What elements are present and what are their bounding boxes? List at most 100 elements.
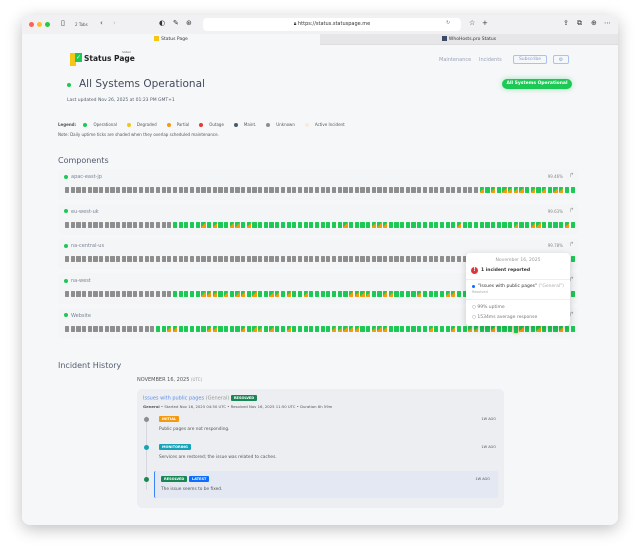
uptime-tick-partial[interactable] xyxy=(377,325,382,332)
uptime-tick-unknown[interactable] xyxy=(434,187,439,193)
uptime-tick-operational[interactable] xyxy=(286,221,291,228)
uptime-tick-unknown[interactable] xyxy=(70,325,75,332)
reload-icon[interactable]: ↻ xyxy=(446,20,451,26)
uptime-tick-partial[interactable] xyxy=(371,221,376,228)
uptime-tick-operational[interactable] xyxy=(496,187,501,193)
uptime-tick-unknown[interactable] xyxy=(110,325,115,332)
uptime-tick-unknown[interactable] xyxy=(337,256,342,263)
uptime-tick-partial[interactable] xyxy=(536,325,541,332)
uptime-tick-unknown[interactable] xyxy=(349,256,354,263)
uptime-tick-unknown[interactable] xyxy=(87,256,92,263)
uptime-tick-partial[interactable] xyxy=(451,325,456,332)
uptime-tick-unknown[interactable] xyxy=(138,291,144,298)
shield-icon[interactable]: ◐ xyxy=(159,19,166,27)
uptime-tick-unknown[interactable] xyxy=(99,291,104,298)
uptime-tick-unknown[interactable] xyxy=(138,325,144,332)
uptime-tick-partial[interactable] xyxy=(241,325,246,332)
uptime-tick-partial[interactable] xyxy=(468,325,473,332)
uptime-tick-unknown[interactable] xyxy=(127,325,132,332)
uptime-tick-operational[interactable] xyxy=(280,221,286,228)
uptime-tick-unknown[interactable] xyxy=(189,256,195,263)
uptime-tick-unknown[interactable] xyxy=(87,325,92,332)
uptime-tick-operational[interactable] xyxy=(400,291,405,298)
maximize-window-button[interactable] xyxy=(45,22,50,27)
subscribe-button[interactable]: Subscribe xyxy=(513,55,547,64)
uptime-tick-operational[interactable] xyxy=(479,325,484,332)
uptime-tick-unknown[interactable] xyxy=(456,256,462,263)
uptime-tick-partial[interactable] xyxy=(491,325,496,332)
uptime-tick-operational[interactable] xyxy=(309,221,314,228)
uptime-tick-operational[interactable] xyxy=(445,221,450,228)
uptime-tick-partial[interactable] xyxy=(172,325,178,332)
uptime-tick-operational[interactable] xyxy=(218,291,223,298)
uptime-tick-unknown[interactable] xyxy=(167,291,172,298)
uptime-tick-unknown[interactable] xyxy=(104,221,109,228)
uptime-tick-unknown[interactable] xyxy=(127,187,132,193)
uptime-tick-partial[interactable] xyxy=(479,187,484,193)
uptime-tick-unknown[interactable] xyxy=(110,187,115,193)
uptime-tick-operational[interactable] xyxy=(360,325,365,332)
uptime-tick-unknown[interactable] xyxy=(451,187,456,193)
uptime-tick-operational[interactable] xyxy=(479,221,484,228)
uptime-tick-unknown[interactable] xyxy=(252,256,257,263)
uptime-tick-unknown[interactable] xyxy=(292,187,297,193)
uptime-tick-unknown[interactable] xyxy=(127,256,132,263)
nav-maintenance[interactable]: Maintenance xyxy=(439,57,472,63)
uptime-tick-operational[interactable] xyxy=(473,221,479,228)
uptime-tick-operational[interactable] xyxy=(326,325,331,332)
uptime-tick-unknown[interactable] xyxy=(65,221,70,228)
uptime-tick-unknown[interactable] xyxy=(224,256,229,263)
uptime-tick-unknown[interactable] xyxy=(212,187,217,193)
uptime-tick-unknown[interactable] xyxy=(184,256,189,263)
uptime-tick-unknown[interactable] xyxy=(201,187,206,193)
uptime-tick-unknown[interactable] xyxy=(99,256,104,263)
uptime-tick-unknown[interactable] xyxy=(473,187,479,193)
uptime-tick-unknown[interactable] xyxy=(144,256,149,263)
uptime-tick-partial[interactable] xyxy=(513,187,518,193)
uptime-tick-operational[interactable] xyxy=(439,291,445,298)
uptime-tick-operational[interactable] xyxy=(553,221,558,228)
uptime-tick-unknown[interactable] xyxy=(150,256,155,263)
uptime-tick-unknown[interactable] xyxy=(241,187,246,193)
uptime-tick-unknown[interactable] xyxy=(133,187,138,193)
uptime-tick-operational[interactable] xyxy=(309,291,314,298)
uptime-tick-unknown[interactable] xyxy=(178,187,183,193)
uptime-tick-partial[interactable] xyxy=(354,325,359,332)
uptime-tick-unknown[interactable] xyxy=(82,325,87,332)
uptime-tick-operational[interactable] xyxy=(218,325,223,332)
uptime-tick-unknown[interactable] xyxy=(99,221,104,228)
uptime-tick-partial[interactable] xyxy=(331,325,337,332)
uptime-tick-operational[interactable] xyxy=(172,291,178,298)
more-icon[interactable]: ⋯ xyxy=(604,19,611,27)
uptime-tick-unknown[interactable] xyxy=(218,187,223,193)
uptime-tick-operational[interactable] xyxy=(405,291,410,298)
uptime-tick-operational[interactable] xyxy=(263,221,268,228)
uptime-tick-unknown[interactable] xyxy=(144,291,149,298)
uptime-tick-unknown[interactable] xyxy=(82,187,87,193)
uptime-tick-unknown[interactable] xyxy=(468,187,473,193)
logo[interactable]: ✓ Status Page hosted xyxy=(70,51,140,68)
uptime-tick-operational[interactable] xyxy=(218,221,223,228)
uptime-tick-operational[interactable] xyxy=(178,291,183,298)
uptime-tick-unknown[interactable] xyxy=(331,256,337,263)
uptime-tick-unknown[interactable] xyxy=(320,256,325,263)
uptime-tick-unknown[interactable] xyxy=(82,256,87,263)
uptime-tick-partial[interactable] xyxy=(383,221,388,228)
uptime-tick-unknown[interactable] xyxy=(138,221,144,228)
uptime-tick-operational[interactable] xyxy=(570,291,575,298)
uptime-tick-operational[interactable] xyxy=(292,221,297,228)
uptime-tick-operational[interactable] xyxy=(491,221,496,228)
uptime-tick-operational[interactable] xyxy=(405,325,410,332)
uptime-tick-unknown[interactable] xyxy=(133,256,138,263)
uptime-tick-operational[interactable] xyxy=(451,221,456,228)
uptime-tick-partial[interactable] xyxy=(212,221,217,228)
uptime-tick-operational[interactable] xyxy=(303,325,308,332)
uptime-tick-unknown[interactable] xyxy=(93,256,98,263)
uptime-tick-unknown[interactable] xyxy=(150,187,155,193)
uptime-tick-partial[interactable] xyxy=(502,187,507,193)
uptime-tick-unknown[interactable] xyxy=(229,187,234,193)
uptime-tick-unknown[interactable] xyxy=(104,187,109,193)
uptime-tick-unknown[interactable] xyxy=(70,221,75,228)
uptime-tick-unknown[interactable] xyxy=(383,256,388,263)
uptime-tick-operational[interactable] xyxy=(547,187,552,193)
